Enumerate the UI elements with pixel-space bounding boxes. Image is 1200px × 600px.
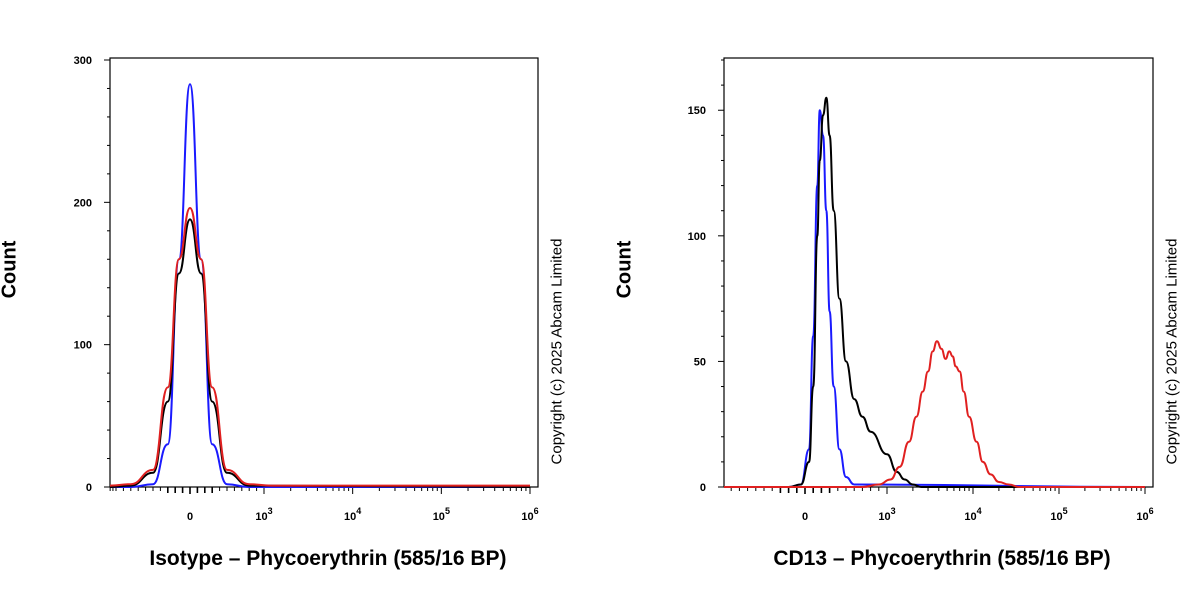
- y-axis-label: Count: [613, 240, 636, 299]
- histogram-series-0: [110, 83, 531, 488]
- histogram-series-2: [724, 340, 1146, 488]
- y-tick-label: 0: [700, 482, 706, 494]
- y-tick-label: 300: [74, 55, 92, 67]
- chart-panel-isotype: 0 100 200 300 0 103 104 105 106 Count Isotype – …: [0, 55, 566, 570]
- y-tick-label: 200: [74, 197, 92, 209]
- chart-plot-cd13: 0 50 100 150 0 103 104 105 106: [688, 57, 1154, 523]
- x-axis-label: CD13 – Phycoerythrin (585/16 BP): [773, 547, 1111, 570]
- copyright-text: Copyright (c) 2025 Abcam Limited: [1163, 238, 1181, 465]
- histogram-series-1: [110, 218, 531, 488]
- y-tick-label: 50: [694, 356, 706, 368]
- histogram-series-1: [724, 96, 1145, 488]
- x-tick-label: 105: [433, 506, 450, 523]
- x-tick-label: 105: [1050, 506, 1067, 523]
- x-tick-label: 0: [802, 511, 808, 523]
- x-tick-label: 106: [521, 506, 538, 523]
- y-axis-label: Count: [0, 240, 21, 299]
- x-axis-label: Isotype – Phycoerythrin (585/16 BP): [149, 547, 507, 570]
- x-tick-label: 104: [344, 506, 361, 523]
- plot-frame: [723, 57, 1154, 488]
- x-tick-label: 106: [1136, 506, 1153, 523]
- chart-plot-isotype: 0 100 200 300 0 103 104 105 106: [74, 55, 539, 523]
- x-tick-label: 103: [255, 506, 272, 523]
- copyright-text: Copyright (c) 2025 Abcam Limited: [548, 238, 566, 465]
- y-tick-label: 100: [688, 231, 706, 243]
- plot-frame: [109, 57, 539, 488]
- y-tick-label: 0: [86, 482, 92, 494]
- x-tick-label: 0: [187, 511, 193, 523]
- histogram-series-2: [110, 206, 530, 487]
- histogram-series-0: [724, 109, 1146, 488]
- chart-panel-cd13: 0 50 100 150 0 103 104 105 106 Count CD13 – Phyc…: [600, 0, 1200, 600]
- x-tick-label: 103: [878, 506, 895, 523]
- x-tick-label: 104: [964, 506, 981, 523]
- y-tick-label: 100: [74, 340, 92, 352]
- y-tick-label: 150: [688, 105, 706, 117]
